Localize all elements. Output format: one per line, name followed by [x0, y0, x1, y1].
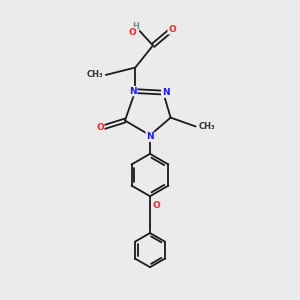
Text: CH₃: CH₃	[86, 70, 103, 80]
Text: O: O	[152, 201, 160, 210]
Text: O: O	[168, 25, 176, 34]
Text: O: O	[96, 123, 104, 132]
Text: CH₃: CH₃	[199, 122, 215, 131]
Text: N: N	[129, 87, 137, 96]
Text: N: N	[146, 132, 154, 141]
Text: O: O	[128, 28, 136, 37]
Text: N: N	[162, 88, 170, 97]
Text: H: H	[132, 22, 139, 31]
